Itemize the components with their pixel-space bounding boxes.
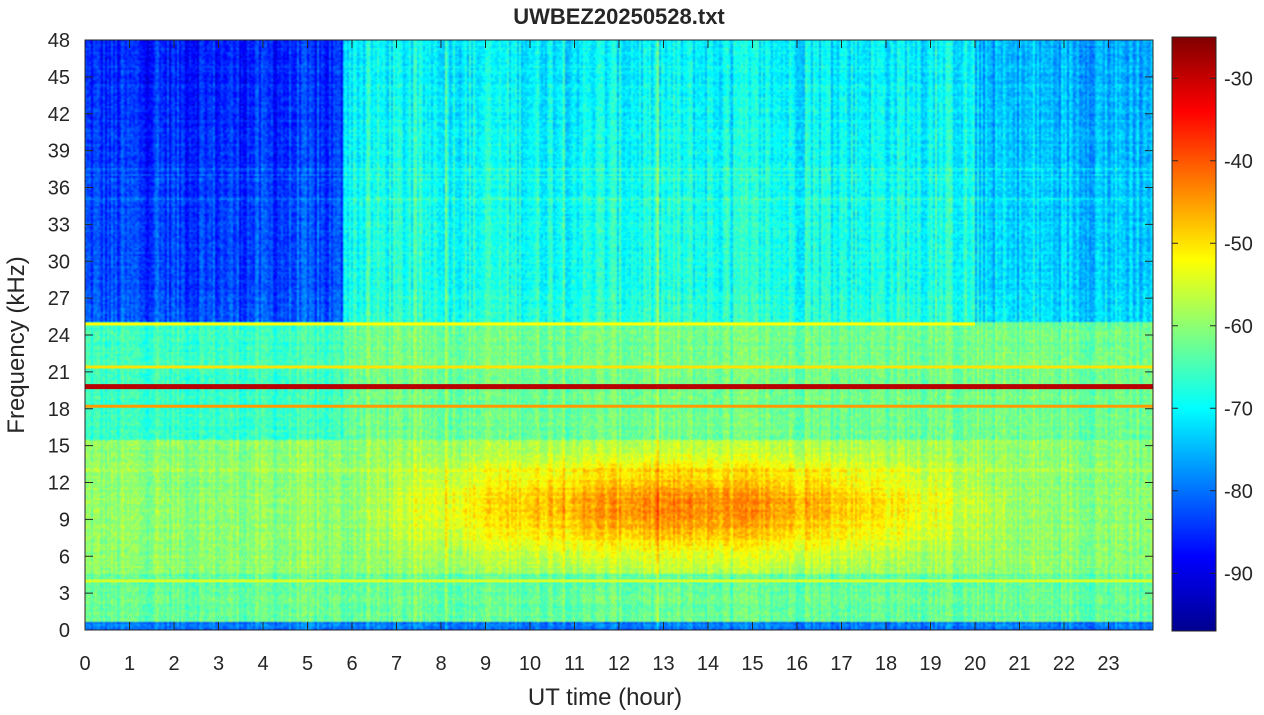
y-tick-label: 27 <box>48 288 70 310</box>
x-tick-label: 9 <box>480 653 491 675</box>
x-tick-label: 20 <box>964 653 986 675</box>
x-tick-label: 8 <box>435 653 446 675</box>
colorbar-tick-label: -60 <box>1224 316 1253 338</box>
y-tick-label: 30 <box>48 251 70 273</box>
y-tick-label: 48 <box>48 30 70 52</box>
y-tick-label: 39 <box>48 141 70 163</box>
colorbar-tick-label: -90 <box>1224 563 1253 585</box>
colorbar-tick-label: -30 <box>1224 68 1253 90</box>
colorbar-tick-label: -80 <box>1224 481 1253 503</box>
x-tick-label: 3 <box>213 653 224 675</box>
x-tick-label: 12 <box>608 653 630 675</box>
x-tick-label: 5 <box>302 653 313 675</box>
x-tick-label: 19 <box>919 653 941 675</box>
y-tick-label: 42 <box>48 104 70 126</box>
x-tick-label: 10 <box>519 653 541 675</box>
y-tick-label: 18 <box>48 399 70 421</box>
x-tick-label: 4 <box>257 653 268 675</box>
colorbar-tick-label: -50 <box>1224 233 1253 255</box>
colorbar: -90 -80 -70 -60 -50 -40 -30 <box>1171 36 1253 632</box>
x-tick-label: 2 <box>168 653 179 675</box>
plot-area <box>84 39 1154 631</box>
x-tick-label: 7 <box>391 653 402 675</box>
y-tick-label: 33 <box>48 214 70 236</box>
y-tick-label: 6 <box>59 546 70 568</box>
y-tick-label: 12 <box>48 473 70 495</box>
x-tick-label: 6 <box>346 653 357 675</box>
x-tick-label: 22 <box>1053 653 1075 675</box>
x-tick-label: 15 <box>741 653 763 675</box>
spectrogram-heatmap <box>85 40 1153 630</box>
chart-title: UWBEZ20250528.txt <box>513 4 725 29</box>
y-tick-label: 45 <box>48 67 70 89</box>
x-tick-label: 11 <box>564 653 585 675</box>
x-tick-label: 16 <box>786 653 808 675</box>
x-tick-label: 23 <box>1097 653 1119 675</box>
x-tick-label: 1 <box>124 653 135 675</box>
x-tick-label: 14 <box>697 653 719 675</box>
y-tick-label: 15 <box>48 436 70 458</box>
x-tick-label: 21 <box>1008 653 1030 675</box>
y-tick-label: 3 <box>59 583 70 605</box>
y-tick-label: 24 <box>48 325 70 347</box>
x-axis-label: UT time (hour) <box>528 684 682 711</box>
y-tick-label: 36 <box>48 178 70 200</box>
x-axis: 0 1 2 3 4 5 6 7 8 9 10 11 12 13 14 15 16 17 18 19 20 21 22 23 <box>79 40 1120 675</box>
colorbar-gradient <box>1171 36 1217 632</box>
x-tick-label: 0 <box>79 653 90 675</box>
colorbar-tick-label: -40 <box>1224 151 1253 173</box>
x-tick-label: 18 <box>875 653 897 675</box>
y-tick-label: 21 <box>48 362 70 384</box>
y-axis-label: Frequency (kHz) <box>3 256 30 433</box>
y-tick-label: 9 <box>59 509 70 531</box>
colorbar-tick-label: -70 <box>1224 398 1253 420</box>
y-tick-label: 0 <box>59 620 70 642</box>
x-tick-label: 13 <box>652 653 674 675</box>
feature-lines <box>85 322 1153 583</box>
x-tick-label: 17 <box>830 653 852 675</box>
colorbar-ticks: -90 -80 -70 -60 -50 -40 -30 <box>1172 68 1253 585</box>
